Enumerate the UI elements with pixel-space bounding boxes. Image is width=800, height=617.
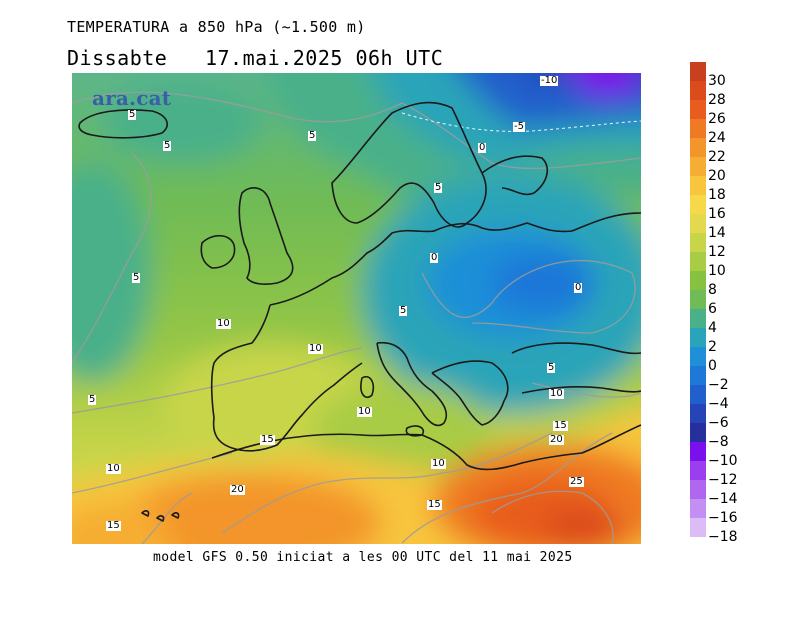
- contour-label: 5: [163, 140, 172, 151]
- legend-label: 30: [708, 73, 726, 89]
- legend-swatch: [690, 442, 706, 461]
- legend-swatch: [690, 480, 706, 499]
- legend-label: 28: [708, 92, 726, 108]
- contour-label: 0: [478, 142, 487, 153]
- legend-swatch: [690, 214, 706, 233]
- legend-swatch: [690, 176, 706, 195]
- legend-label: 8: [708, 282, 717, 298]
- forecast-date: Dissabte 17.mai.2025 06h UTC: [67, 46, 444, 70]
- contour-label: 10: [216, 318, 231, 329]
- legend-label: 22: [708, 149, 726, 165]
- legend-swatch: [690, 81, 706, 100]
- legend-swatch: [690, 252, 706, 271]
- contour-label: 15: [106, 520, 121, 531]
- legend-swatch: [690, 138, 706, 157]
- legend-swatch: [690, 271, 706, 290]
- contour-label: 5: [128, 109, 137, 120]
- legend-label: −16: [708, 510, 738, 526]
- legend-label: −10: [708, 453, 738, 469]
- coastlines: [78, 101, 641, 522]
- legend-swatch: [690, 233, 706, 252]
- contour-label: 5: [132, 272, 141, 283]
- legend-label: 6: [708, 301, 717, 317]
- contour-label: 10: [308, 343, 323, 354]
- map-title: TEMPERATURA a 850 hPa (~1.500 m): [67, 18, 366, 36]
- contour-label: 5: [88, 394, 97, 405]
- legend-label: −8: [708, 434, 729, 450]
- legend-swatch: [690, 366, 706, 385]
- contour-label: 15: [553, 420, 568, 431]
- legend-label: 0: [708, 358, 717, 374]
- model-run-info: model GFS 0.50 iniciat a les 00 UTC del …: [153, 550, 573, 565]
- contour-label: 25: [569, 476, 584, 487]
- legend-label: −18: [708, 529, 738, 545]
- contour-label: 10: [357, 406, 372, 417]
- contour-label: 0: [430, 252, 439, 263]
- legend-swatch: [690, 157, 706, 176]
- legend-label: 20: [708, 168, 726, 184]
- legend-swatch: [690, 100, 706, 119]
- zero-isotherm-dashed: [401, 112, 641, 132]
- contour-label: 5: [399, 305, 408, 316]
- legend-swatch: [690, 195, 706, 214]
- legend-swatch: [690, 404, 706, 423]
- contour-label: 15: [427, 499, 442, 510]
- legend-label: 24: [708, 130, 726, 146]
- contour-label: 10: [106, 463, 121, 474]
- legend-label: 4: [708, 320, 717, 336]
- logo: ara.cat: [92, 86, 172, 110]
- contour-label: 5: [434, 182, 443, 193]
- legend-label: 26: [708, 111, 726, 127]
- temperature-map: -10 -5 0 5 5 5 5 0 0 5 5 10 10 5 10 5 10 15 15 20 10 10 25 20 15…: [72, 73, 641, 544]
- contour-label: 10: [549, 388, 564, 399]
- legend-swatch: [690, 309, 706, 328]
- legend-label: −4: [708, 396, 729, 412]
- legend-swatch: [690, 423, 706, 442]
- legend-label: 12: [708, 244, 726, 260]
- legend-label: 14: [708, 225, 726, 241]
- contour-label: 5: [547, 362, 556, 373]
- legend-swatch: [690, 119, 706, 138]
- contour-label: -5: [513, 121, 525, 132]
- legend-label: −2: [708, 377, 729, 393]
- color-legend: 30 28 26 24 22 20 18 16 14 12 10 8 6 4 2 0 −2 −4 −6 −8 −10 −1…: [690, 62, 750, 562]
- contour-label: 15: [260, 434, 275, 445]
- legend-swatch: [690, 385, 706, 404]
- legend-label: −12: [708, 472, 738, 488]
- contour-label: 20: [230, 484, 245, 495]
- legend-label: 2: [708, 339, 717, 355]
- legend-swatch: [690, 461, 706, 480]
- isotherm-lines: [72, 91, 641, 544]
- contour-label: 10: [431, 458, 446, 469]
- contour-label: 0: [574, 282, 583, 293]
- legend-swatch: [690, 518, 706, 537]
- legend-label: 10: [708, 263, 726, 279]
- contour-label: -10: [540, 75, 559, 86]
- legend-label: −6: [708, 415, 729, 431]
- legend-swatch: [690, 499, 706, 518]
- legend-swatch: [690, 347, 706, 366]
- legend-swatch: [690, 328, 706, 347]
- legend-swatch: [690, 62, 706, 81]
- legend-swatch: [690, 290, 706, 309]
- legend-label: −14: [708, 491, 738, 507]
- legend-label: 18: [708, 187, 726, 203]
- contour-label: 5: [308, 130, 317, 141]
- contour-label: 20: [549, 434, 564, 445]
- legend-label: 16: [708, 206, 726, 222]
